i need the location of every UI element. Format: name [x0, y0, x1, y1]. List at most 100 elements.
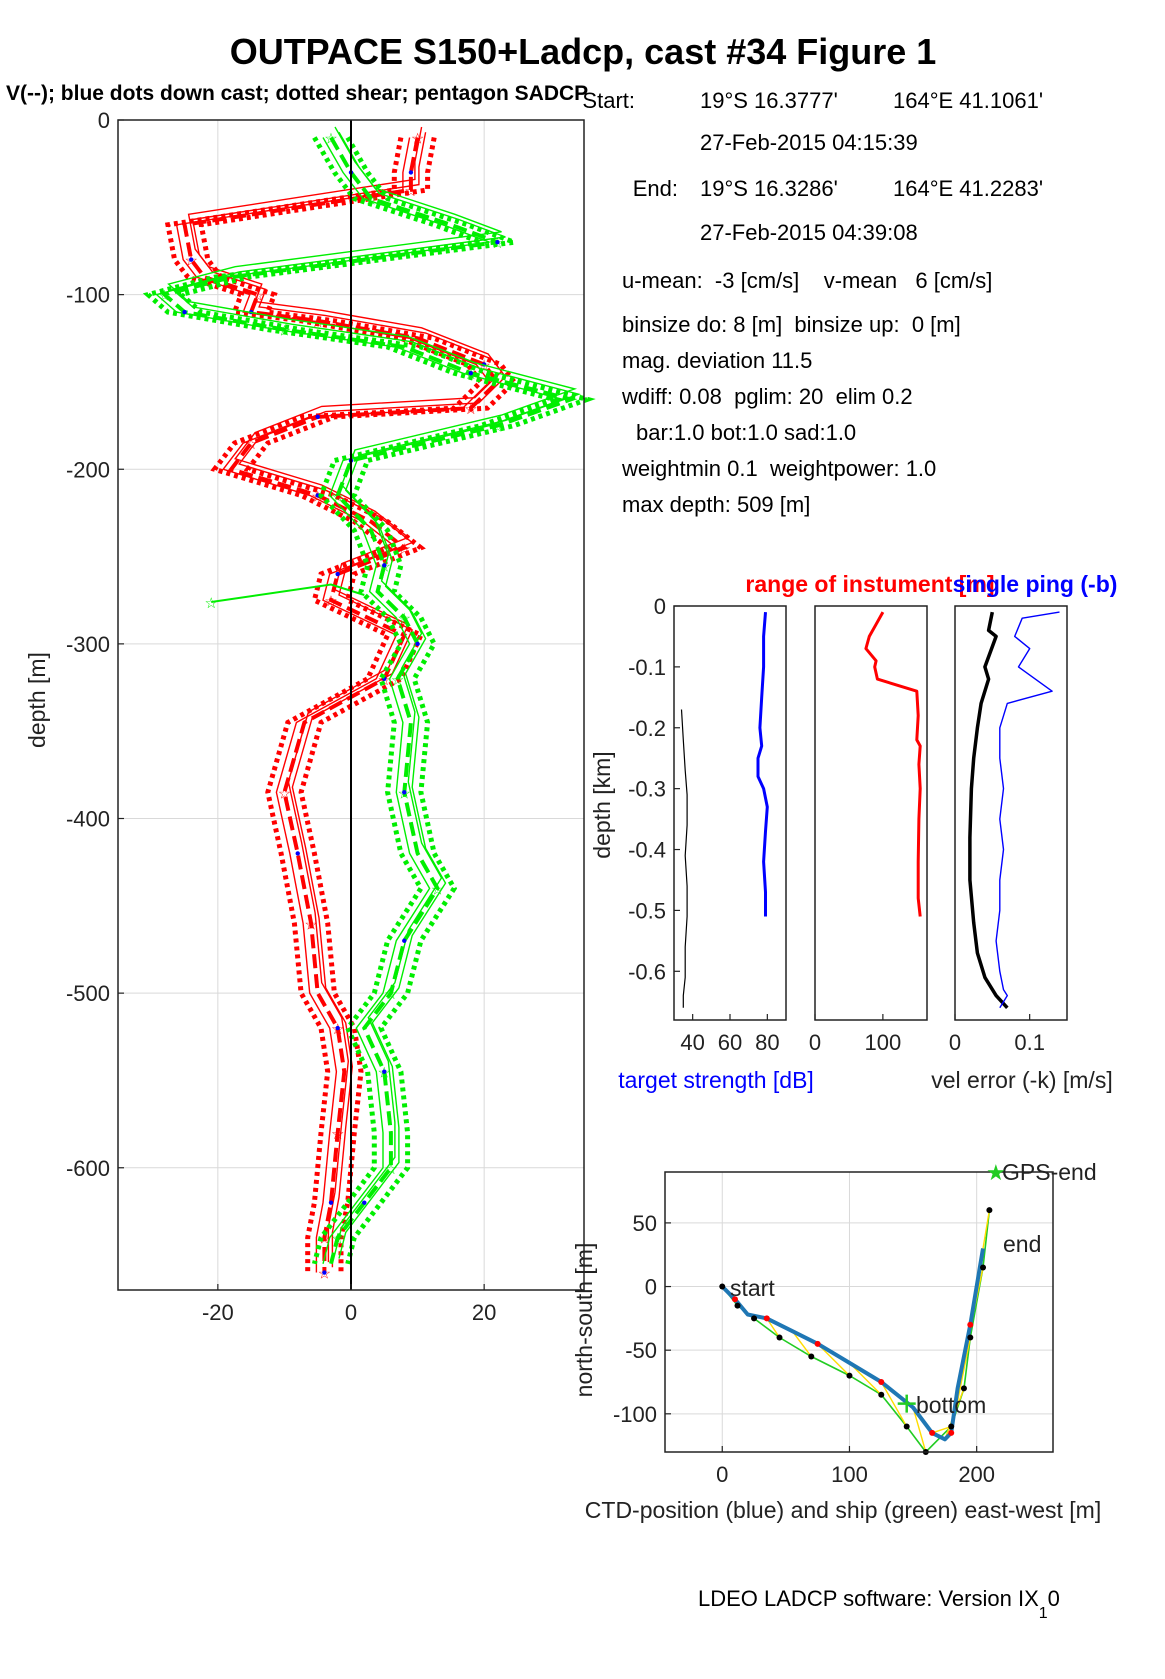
ship-position-dot [751, 1315, 758, 1322]
instrument-range-xtick-label: 100 [865, 1030, 902, 1055]
ship-position-dot [878, 1391, 885, 1398]
v-velocity-star-marker: ☆ [398, 610, 411, 628]
bottom-label: bottom [916, 1392, 986, 1418]
u-velocity-star-marker: ☆ [404, 182, 417, 200]
start-lat: 19°S 16.3777' [700, 88, 838, 113]
ship-position-dot [776, 1334, 783, 1341]
start-time: 27-Feb-2015 04:15:39 [700, 130, 918, 155]
downcast-dot [415, 641, 420, 647]
target-strength-ytick-label: -0.4 [628, 838, 666, 863]
target-strength-black-line [680, 709, 688, 1008]
v-velocity-star-marker: ☆ [158, 287, 171, 305]
u-velocity-main-line [182, 137, 501, 1273]
downcast-dot [362, 1200, 367, 1205]
downcast-dot [468, 371, 474, 376]
velocity-ytick-label: 0 [98, 108, 110, 133]
target-strength-xtick-label: 40 [680, 1030, 704, 1055]
target-strength-ytick-label: -0.1 [628, 655, 666, 680]
velocity-ytick-label: -300 [66, 632, 110, 657]
u-velocity-star-marker: ☆ [331, 1125, 344, 1143]
velocity-xtick-label: 20 [472, 1300, 496, 1325]
velocity-error-blue-line [995, 611, 1060, 1009]
position-axes-frame [664, 1171, 1054, 1453]
v-velocity-star-marker: ☆ [491, 418, 504, 436]
max-depth: max depth: 509 [m] [622, 492, 810, 517]
wdiff: wdiff: 0.08 pglim: 20 elim 0.2 [621, 384, 913, 409]
v-velocity-star-marker: ☆ [278, 322, 291, 340]
mag-deviation: mag. deviation 11.5 [622, 348, 812, 373]
v-velocity-thin-line [171, 131, 582, 1259]
downcast-dot [335, 1025, 340, 1031]
end-label: End: [633, 176, 678, 201]
v-velocity-star-marker: ☆ [364, 191, 377, 209]
target-strength-panel: 40 60 80 0 -0.1 -0.2 -0.3 -0.4 -0.5 -0.6 target s… [589, 594, 814, 1093]
velocity-ytick-label: -500 [66, 981, 110, 1006]
instrument-range-panel: 0 100 range of instument [m] [745, 571, 994, 1055]
target-strength-ytick-label: 0 [654, 594, 666, 619]
velocity-error-black-line [968, 611, 1009, 1009]
v-velocity-star-marker: ☆ [331, 487, 344, 505]
ctd-position-dot [731, 1296, 738, 1303]
u-velocity-thin-line [187, 126, 503, 1263]
software-footer: LDEO LADCP software: Version IX10 [698, 1586, 1060, 1622]
target-strength-ytick-label: -0.3 [628, 777, 666, 802]
v-velocity-star-marker: ☆ [384, 985, 397, 1003]
v-velocity-outlier [211, 583, 365, 603]
end-label: end [1003, 1231, 1041, 1257]
downcast-dot [335, 571, 340, 577]
target-strength-xlabel: target strength [dB] [618, 1067, 814, 1093]
position-xtick-label: 0 [716, 1462, 728, 1487]
position-panel: 0 100 200 50 0 -50 -100 CTD-position (blue) an… [571, 1159, 1101, 1523]
ship-position-dot [948, 1423, 955, 1430]
velocity-error-panel: 0 0.1 single ping (-b) vel error (-k) [m/… [931, 571, 1117, 1093]
position-ylabel: north-south [m] [571, 1243, 597, 1398]
v-velocity-star-marker: ☆ [331, 1230, 344, 1248]
ctd-position-dot [929, 1429, 936, 1436]
position-xlabel: CTD-position (blue) and ship (green) eas… [585, 1497, 1101, 1523]
figure-title: OUTPACE S150+Ladcp, cast #34 Figure 1 [230, 31, 937, 72]
ship-ctd-link [931, 1425, 952, 1434]
ctd-position-dot [878, 1379, 885, 1385]
ship-ctd-link [880, 1381, 908, 1427]
ship-position-dot [719, 1283, 726, 1290]
u-velocity-star-marker: ☆ [311, 313, 324, 331]
target-strength-ytick-label: -0.6 [628, 959, 666, 984]
target-strength-ytick-label: -0.2 [628, 716, 666, 741]
velocity-ytick-label: -600 [66, 1156, 110, 1181]
start-label: start [730, 1275, 775, 1301]
v-velocity-star-marker: ☆ [431, 880, 444, 898]
mean-velocity: u-mean: -3 [cm/s] v-mean 6 [cm/s] [622, 268, 992, 293]
ctd-position-dot [948, 1429, 955, 1436]
u-velocity-star-marker: ☆ [411, 129, 424, 147]
gps-end-marker: ★ [986, 1161, 1006, 1186]
ship-position-dot [980, 1264, 987, 1271]
binsize: binsize do: 8 [m] binsize up: 0 [m] [622, 312, 961, 337]
downcast-dot [495, 240, 500, 245]
u-velocity-star-marker: ☆ [464, 400, 477, 418]
start-label: Start: [582, 88, 635, 113]
u-velocity-star-marker: ☆ [278, 784, 291, 802]
ship-position-dot [903, 1423, 910, 1430]
downcast-dot [402, 790, 407, 795]
gps-end-label: GPS-end [1002, 1159, 1097, 1185]
downcast-dot [328, 1200, 334, 1205]
ctd-position-dot [763, 1315, 770, 1322]
velocity-xtick-label: 0 [345, 1300, 357, 1325]
v-velocity-star-marker: ☆ [391, 671, 404, 689]
ship-position-dot [967, 1334, 974, 1341]
instrument-range-frame [814, 605, 928, 1021]
instrument-range-title: range of instument [m] [745, 571, 994, 597]
v-velocity-thin-line [155, 137, 566, 1264]
target-strength-ytick-label: -0.5 [628, 898, 666, 923]
velocity-ytick-label: -200 [66, 457, 110, 482]
v-velocity-main-line [160, 136, 578, 1265]
target-strength-blue-line [756, 611, 769, 917]
figure-subtitle: V(--); blue dots down cast; dotted shear… [6, 82, 588, 105]
instrument-range-xtick-label: 0 [809, 1030, 821, 1055]
position-xtick-label: 100 [831, 1462, 868, 1487]
v-velocity-star-marker: ☆ [324, 129, 337, 147]
downcast-dot [295, 851, 300, 856]
u-velocity-star-marker: ☆ [398, 540, 411, 558]
instrument-range-red-line [864, 611, 922, 917]
